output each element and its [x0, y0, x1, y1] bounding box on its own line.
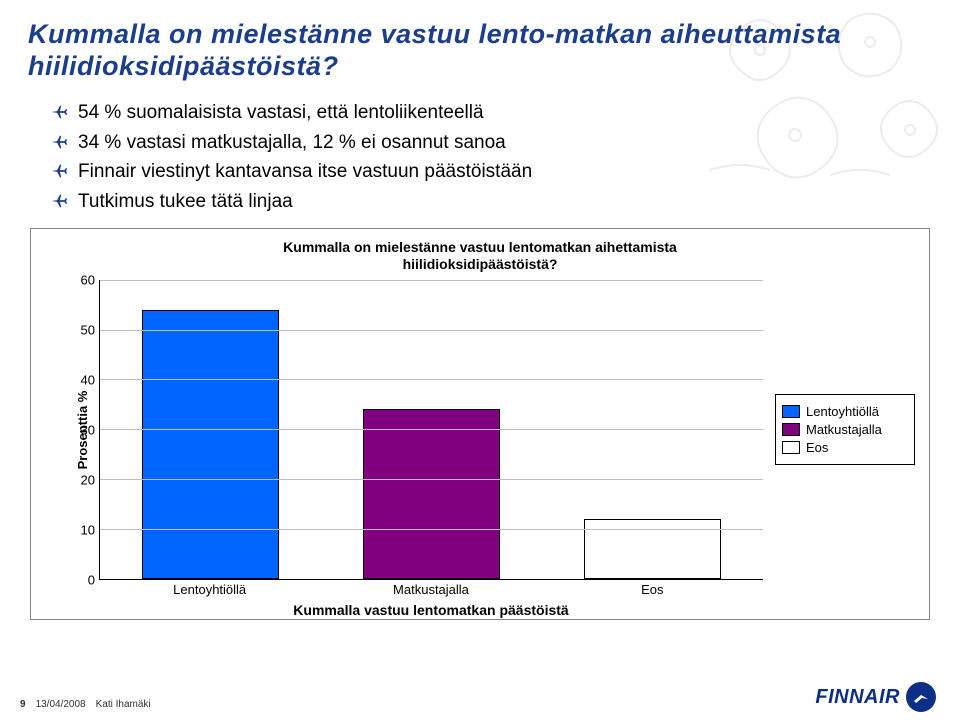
gridline [100, 429, 763, 430]
plot-area [99, 280, 763, 580]
x-tick-label: Matkustajalla [320, 580, 541, 600]
chart-title: Kummalla on mielestänne vastuu lentomatk… [45, 239, 915, 274]
gridline [100, 280, 763, 281]
gridline [100, 379, 763, 380]
y-tick-label: 60 [81, 272, 95, 287]
bullet-text: 34 % vastasi matkustajalla, 12 % ei osan… [78, 131, 506, 155]
bullet-item: Finnair viestinyt kantavansa itse vastuu… [50, 160, 932, 184]
chart-title-line1: Kummalla on mielestänne vastuu lentomatk… [283, 239, 677, 255]
y-tick-label: 0 [88, 572, 95, 587]
gridline [100, 330, 763, 331]
brand-logo-icon [906, 682, 936, 712]
airplane-icon [50, 103, 68, 121]
legend-label: Matkustajalla [806, 422, 882, 437]
bullet-item: Tutkimus tukee tätä linjaa [50, 190, 932, 214]
gridline [100, 529, 763, 530]
footer-date: 13/04/2008 [36, 699, 86, 710]
x-tick-label: Eos [542, 580, 763, 600]
y-tick-label: 10 [81, 522, 95, 537]
x-tick-label: Lentoyhtiöllä [99, 580, 320, 600]
bullet-list: 54 % suomalaisista vastasi, että lentoli… [50, 101, 932, 214]
legend-item: Matkustajalla [782, 422, 908, 437]
legend-swatch [782, 405, 800, 418]
legend-swatch [782, 423, 800, 436]
legend-item: Eos [782, 440, 908, 455]
slide-root: Kummalla on mielestänne vastuu lento-mat… [0, 0, 960, 720]
bullet-text: Tutkimus tukee tätä linjaa [78, 190, 293, 214]
slide-title: Kummalla on mielestänne vastuu lento-mat… [28, 18, 932, 83]
bullet-text: Finnair viestinyt kantavansa itse vastuu… [78, 160, 532, 184]
footer-author: Kati Ihamäki [96, 699, 151, 710]
y-tick-label: 30 [81, 422, 95, 437]
airplane-icon [50, 192, 68, 210]
legend-item: Lentoyhtiöllä [782, 404, 908, 419]
bar [142, 310, 279, 579]
bullet-item: 54 % suomalaisista vastasi, että lentoli… [50, 101, 932, 125]
gridline [100, 479, 763, 480]
legend-label: Lentoyhtiöllä [806, 404, 879, 419]
brand-logo: FINNAIR [815, 682, 936, 712]
y-ticks: 0102030405060 [73, 280, 99, 580]
x-axis-label: Kummalla vastuu lentomatkan päästöistä [99, 602, 763, 618]
legend-label: Eos [806, 440, 828, 455]
bar [363, 409, 500, 578]
footer-page: 9 [20, 699, 26, 710]
bullet-text: 54 % suomalaisista vastasi, että lentoli… [78, 101, 484, 125]
bullet-item: 34 % vastasi matkustajalla, 12 % ei osan… [50, 131, 932, 155]
brand-logo-text: FINNAIR [815, 686, 900, 709]
y-tick-label: 50 [81, 322, 95, 337]
y-tick-label: 40 [81, 372, 95, 387]
legend: Lentoyhtiöllä Matkustajalla Eos [775, 394, 915, 465]
airplane-icon [50, 133, 68, 151]
x-ticks: LentoyhtiölläMatkustajallaEos [99, 580, 763, 600]
y-tick-label: 20 [81, 472, 95, 487]
footer: 9 13/04/2008 Kati Ihamäki [20, 699, 151, 710]
airplane-icon [50, 162, 68, 180]
chart-title-line2: hiilidioksidipäästöistä? [403, 256, 558, 272]
chart-frame: Kummalla on mielestänne vastuu lentomatk… [30, 228, 930, 620]
chart-body: Prosenttia % 0102030405060 Lentoyhtiöllä… [45, 280, 915, 580]
legend-swatch [782, 441, 800, 454]
y-axis-label-col: Prosenttia % [45, 280, 73, 580]
